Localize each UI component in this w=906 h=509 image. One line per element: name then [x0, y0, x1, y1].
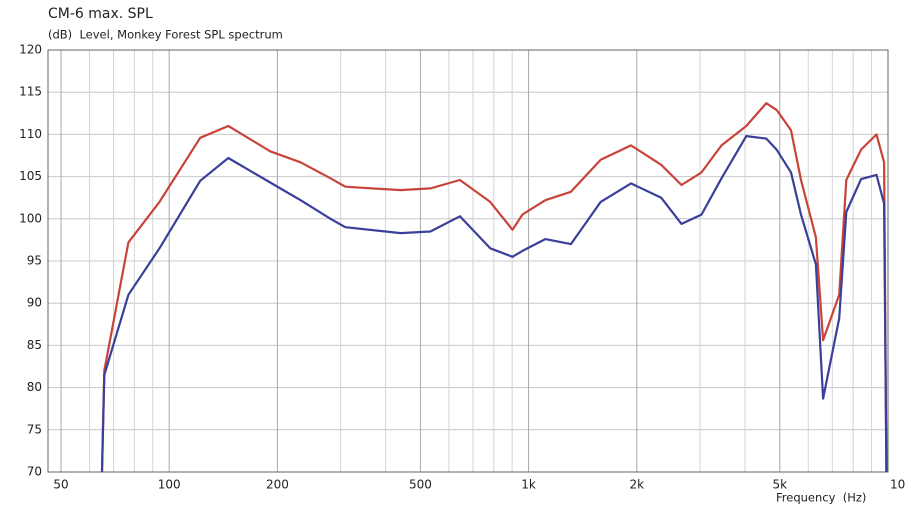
series-line	[100, 135, 888, 473]
x-axis-label: Frequency (Hz)	[776, 491, 866, 505]
x-tick-label: 1k	[521, 478, 536, 492]
x-tick-label: 2k	[629, 478, 644, 492]
y-tick-label: 110	[19, 127, 42, 141]
y-tick-label: 75	[27, 422, 42, 436]
x-tick-label: 50	[53, 478, 68, 492]
x-tick-label: 100	[158, 478, 181, 492]
x-tick-label: 200	[266, 478, 289, 492]
y-tick-label: 95	[27, 254, 42, 268]
x-tick-label: 5k	[773, 478, 788, 492]
y-tick-label: 120	[19, 43, 42, 57]
y-tick-label: 115	[19, 85, 42, 99]
y-tick-label: 80	[27, 380, 42, 394]
y-tick-label: 105	[19, 169, 42, 183]
y-tick-label: 100	[19, 211, 42, 225]
chart-subtitle: (dB) Level, Monkey Forest SPL spectrum	[48, 28, 283, 42]
x-tick-label: 10	[890, 478, 905, 492]
y-tick-label: 90	[27, 296, 42, 310]
plot-frame	[47, 49, 889, 473]
series-line	[100, 102, 888, 473]
chart-title: CM-6 max. SPL	[48, 6, 153, 22]
x-tick-label: 500	[409, 478, 432, 492]
y-tick-label: 85	[27, 338, 42, 352]
y-tick-label: 70	[27, 465, 42, 479]
